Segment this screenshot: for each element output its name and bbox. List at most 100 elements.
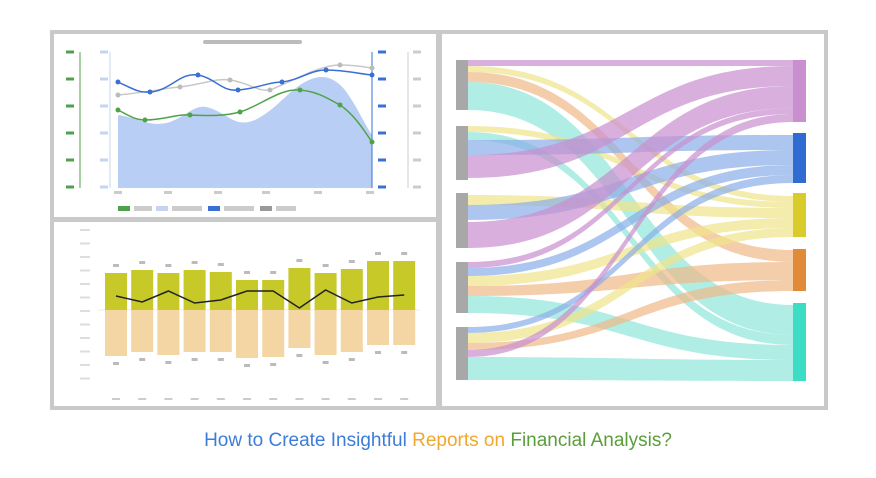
legend-swatch bbox=[260, 206, 272, 211]
dot bbox=[195, 72, 201, 78]
tick bbox=[66, 185, 74, 189]
target-node bbox=[793, 249, 806, 291]
tick bbox=[269, 398, 278, 400]
tick bbox=[378, 104, 386, 108]
legend-swatch bbox=[224, 206, 254, 211]
tick bbox=[80, 256, 90, 258]
label bbox=[244, 271, 250, 274]
dot bbox=[279, 79, 285, 85]
tick bbox=[100, 185, 108, 189]
label bbox=[217, 358, 224, 361]
dot bbox=[235, 87, 241, 93]
area bbox=[118, 76, 372, 188]
tick bbox=[80, 229, 90, 231]
tick bbox=[262, 191, 270, 194]
dot bbox=[177, 84, 183, 90]
label bbox=[270, 363, 277, 366]
tick bbox=[216, 398, 225, 400]
tick bbox=[80, 364, 90, 366]
dot bbox=[369, 65, 375, 71]
flow bbox=[468, 280, 793, 350]
tick bbox=[413, 104, 421, 108]
dot bbox=[369, 139, 375, 145]
tick bbox=[243, 398, 251, 400]
dot bbox=[323, 67, 329, 73]
dot bbox=[227, 77, 233, 83]
bar-bottom bbox=[288, 310, 311, 348]
tick bbox=[100, 131, 108, 135]
bar-bottom bbox=[157, 310, 180, 355]
dot bbox=[267, 87, 273, 93]
bar-bottom bbox=[105, 310, 127, 356]
tick bbox=[80, 283, 90, 285]
label bbox=[139, 358, 146, 361]
label bbox=[270, 271, 277, 274]
dot bbox=[115, 79, 121, 85]
legend-swatch bbox=[134, 206, 152, 211]
label bbox=[296, 354, 303, 357]
source-node bbox=[456, 262, 468, 313]
tick bbox=[100, 50, 108, 54]
dot bbox=[369, 72, 375, 78]
target-node bbox=[793, 60, 806, 122]
caption-part: Financial Analysis? bbox=[510, 430, 672, 451]
tick bbox=[378, 185, 386, 189]
label bbox=[165, 264, 172, 267]
tick bbox=[378, 50, 386, 54]
dashboard-illustration bbox=[50, 30, 828, 410]
label bbox=[348, 260, 355, 263]
bar-top bbox=[131, 270, 154, 310]
tick bbox=[190, 398, 199, 400]
tick bbox=[66, 158, 74, 162]
bar-bottom bbox=[183, 310, 206, 352]
tick bbox=[378, 77, 386, 81]
flow bbox=[468, 86, 793, 248]
bar-top bbox=[288, 268, 311, 310]
bar-top bbox=[105, 273, 127, 310]
tick bbox=[80, 242, 90, 245]
legend-swatch bbox=[118, 206, 130, 211]
dot bbox=[187, 112, 193, 118]
source-node bbox=[456, 126, 468, 180]
flow bbox=[468, 66, 793, 178]
dot bbox=[147, 89, 153, 95]
tick bbox=[413, 131, 421, 135]
label bbox=[401, 351, 408, 354]
flow bbox=[468, 108, 793, 268]
flow bbox=[468, 60, 793, 66]
flow bbox=[468, 228, 793, 343]
tick bbox=[314, 191, 322, 194]
legend-swatch bbox=[172, 206, 202, 211]
target-node bbox=[793, 303, 806, 381]
tick bbox=[138, 398, 147, 400]
target-node bbox=[793, 193, 806, 237]
tick bbox=[413, 185, 421, 189]
tick bbox=[80, 377, 90, 380]
bar-bottom bbox=[131, 310, 154, 352]
bar-top bbox=[262, 280, 285, 310]
bar-bottom bbox=[314, 310, 337, 355]
dot bbox=[115, 92, 121, 98]
label bbox=[113, 264, 119, 267]
tick bbox=[80, 323, 90, 326]
flow bbox=[468, 357, 793, 381]
bar-bottom bbox=[393, 310, 416, 345]
flow bbox=[468, 262, 793, 296]
bar-top bbox=[340, 269, 363, 310]
label bbox=[375, 252, 381, 255]
bar-bottom bbox=[367, 310, 389, 345]
dot bbox=[115, 107, 121, 113]
dot bbox=[297, 87, 303, 93]
tick bbox=[214, 191, 222, 194]
tick bbox=[114, 191, 122, 194]
bar-top bbox=[183, 270, 206, 310]
tick bbox=[347, 398, 356, 400]
bar-bottom bbox=[209, 310, 232, 352]
dot bbox=[142, 117, 148, 123]
tick bbox=[413, 50, 421, 54]
source-node bbox=[456, 60, 468, 110]
label bbox=[401, 252, 408, 255]
flow bbox=[468, 165, 793, 276]
label bbox=[348, 358, 355, 361]
